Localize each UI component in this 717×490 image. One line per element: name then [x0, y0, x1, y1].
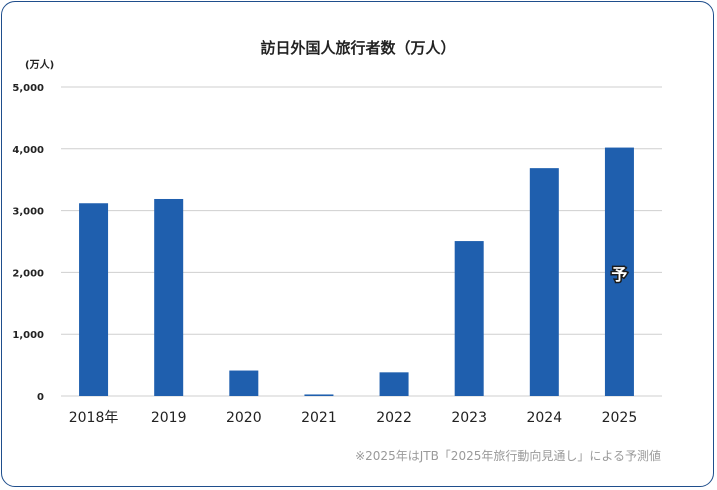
chart-title: 訪日外国人旅行者数（万人）	[260, 39, 455, 57]
x-tick-label: 2019	[151, 410, 187, 426]
y-tick-label: 0	[37, 392, 44, 403]
forecast-footnote: ※2025年はJTB「2025年旅行動向見通し」による予測値	[355, 448, 661, 463]
bar-2023	[454, 241, 484, 396]
forecast-label: 予	[611, 265, 627, 284]
bar-2022	[379, 372, 409, 396]
bar-2019	[154, 198, 184, 396]
x-tick-label: 2022	[376, 410, 412, 426]
y-tick-label: 3,000	[12, 207, 44, 218]
y-axis-tick-labels: 0 1,000 2,000 3,000 4,000 5,000	[12, 83, 44, 403]
y-tick-label: 4,000	[12, 145, 44, 156]
forecast-marker: 予	[610, 264, 629, 286]
gridlines	[61, 86, 662, 397]
x-tick-label: 2020	[226, 410, 262, 426]
y-axis-unit-label: (万人)	[25, 58, 54, 71]
y-tick-label: 1,000	[12, 330, 44, 341]
x-tick-label: 2023	[451, 410, 487, 426]
x-axis-tick-labels: 2018年 2019 2020 2021 2022 2023 2024 2025	[69, 410, 638, 426]
x-tick-label: 2018年	[69, 410, 119, 426]
y-tick-label: 5,000	[12, 83, 44, 94]
bar-2024	[529, 168, 559, 396]
bar-2018年	[79, 203, 109, 396]
x-tick-label: 2025	[602, 410, 638, 426]
bars	[79, 147, 634, 396]
bar-2021	[304, 394, 334, 396]
y-tick-label: 2,000	[12, 268, 44, 279]
bar-2025	[604, 147, 634, 396]
x-tick-label: 2021	[301, 410, 337, 426]
x-tick-label: 2024	[526, 410, 562, 426]
bar-2020	[229, 370, 259, 396]
